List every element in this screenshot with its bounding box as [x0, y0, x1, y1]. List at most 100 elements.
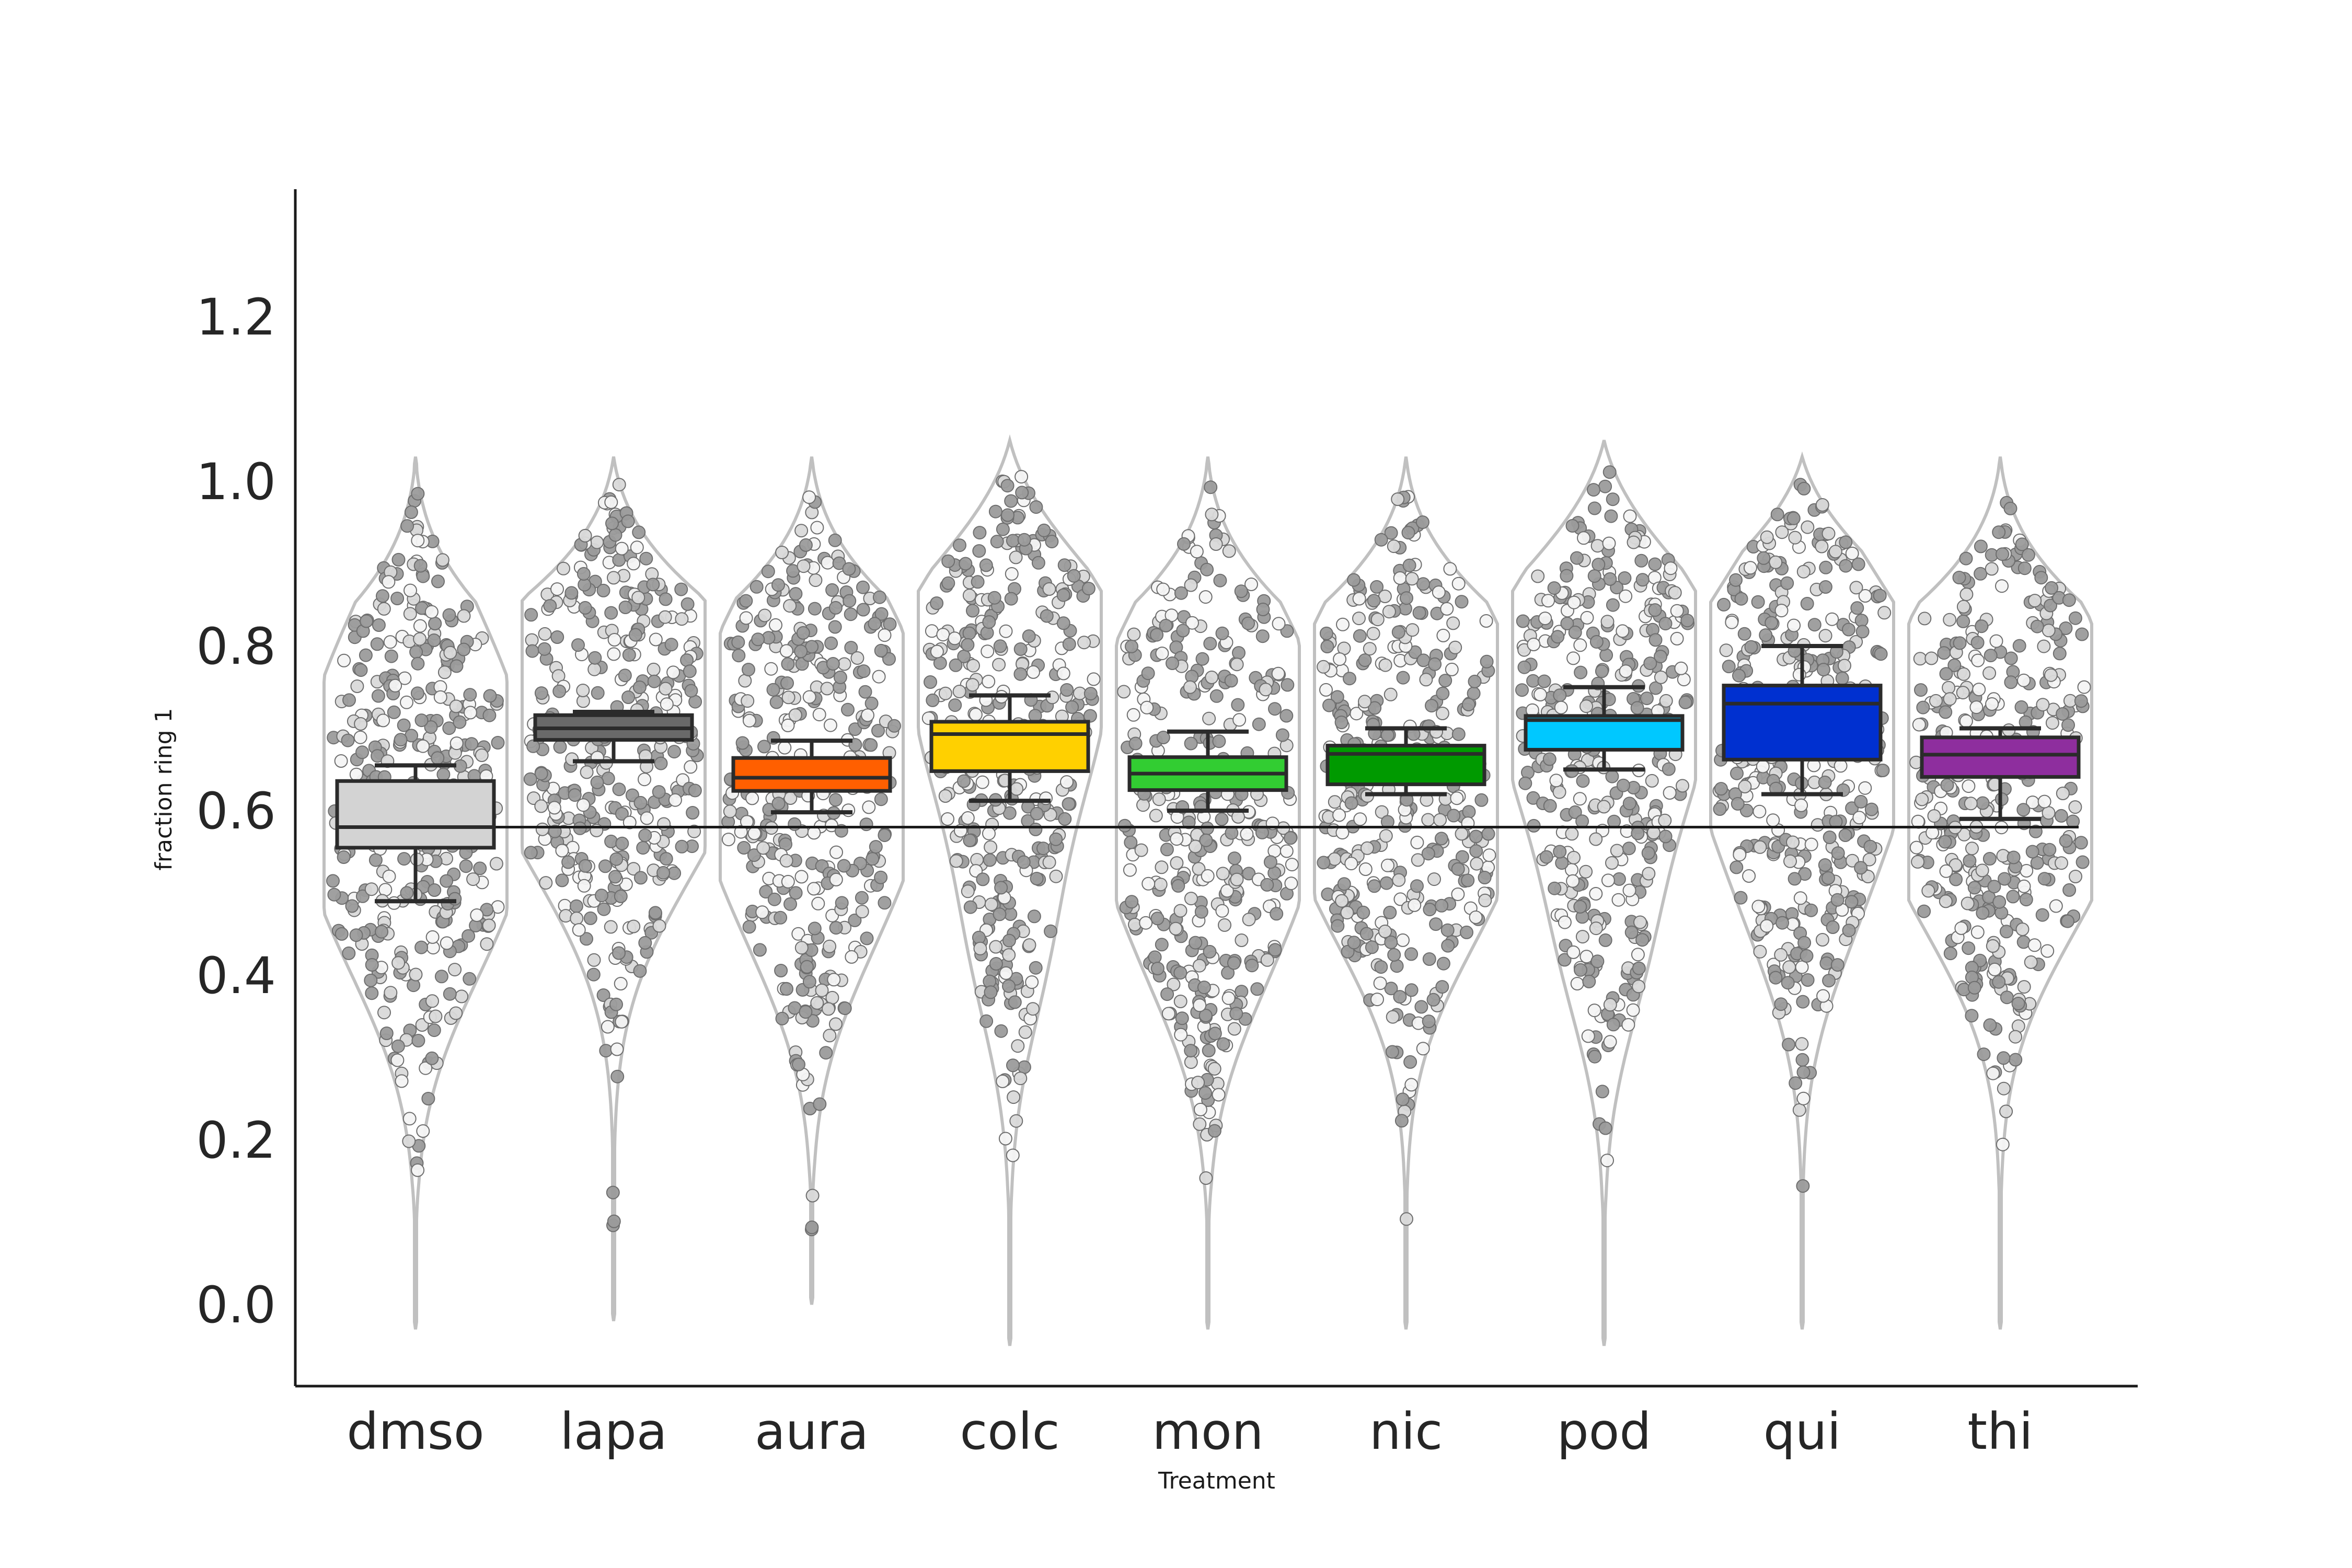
- swarm-point: [1852, 811, 1866, 825]
- swarm-point: [543, 599, 557, 613]
- swarm-point: [1927, 809, 1941, 823]
- swarm-point: [837, 657, 851, 671]
- swarm-point: [1083, 709, 1097, 723]
- x-tick-label: dmso: [347, 1402, 484, 1461]
- swarm-point: [1381, 858, 1394, 872]
- swarm-point: [1929, 694, 1943, 708]
- swarm-point: [1624, 925, 1639, 939]
- swarm-point: [1242, 913, 1256, 927]
- swarm-point: [1555, 856, 1569, 870]
- swarm-point: [829, 845, 843, 859]
- swarm-point: [1017, 1060, 1031, 1074]
- swarm-point: [1057, 558, 1071, 572]
- swarm-point: [1821, 526, 1836, 540]
- x-tick-label: nic: [1369, 1402, 1443, 1461]
- swarm-point: [1641, 846, 1655, 860]
- swarm-point: [1221, 966, 1235, 980]
- swarm-point: [828, 601, 843, 615]
- swarm-point: [684, 684, 698, 698]
- swarm-point: [1670, 631, 1684, 645]
- swarm-point: [856, 603, 870, 617]
- swarm-point: [1271, 666, 1285, 681]
- swarm-point: [1379, 876, 1393, 890]
- swarm-point: [1619, 589, 1633, 603]
- swarm-point: [1173, 904, 1187, 918]
- swarm-point: [1774, 997, 1788, 1011]
- swarm-point: [400, 695, 413, 709]
- swarm-point: [578, 601, 592, 615]
- swarm-point: [809, 573, 823, 587]
- swarm-point: [1633, 915, 1647, 929]
- swarm-point: [2004, 675, 2018, 689]
- x-tick-labels: dmso lapa aura colc mon nic pod qui thi: [347, 1402, 2033, 1461]
- swarm-point: [2053, 647, 2067, 661]
- swarm-point: [652, 785, 666, 799]
- swarm-point: [1448, 640, 1462, 654]
- swarm-point: [1029, 961, 1043, 975]
- y-tick-label: 1.0: [196, 453, 276, 511]
- swarm-point: [1209, 689, 1224, 703]
- swarm-point: [1404, 1078, 1419, 1092]
- swarm-point: [963, 900, 977, 914]
- swarm-point: [342, 946, 356, 960]
- swarm-point: [1207, 1062, 1221, 1076]
- swarm-point: [480, 937, 494, 951]
- swarm-point: [2077, 680, 2091, 694]
- swarm-point: [633, 871, 648, 885]
- swarm-point: [1713, 802, 1727, 816]
- swarm-point: [1469, 829, 1483, 844]
- swarm-point: [1198, 590, 1213, 604]
- swarm-point: [2044, 668, 2058, 682]
- swarm-point: [825, 583, 839, 597]
- swarm-point: [1842, 622, 1855, 637]
- swarm-point: [1422, 1014, 1436, 1029]
- swarm-point: [564, 586, 579, 600]
- swarm-point: [1363, 642, 1377, 656]
- swarm-point: [1795, 1037, 1809, 1051]
- swarm-point: [734, 825, 748, 839]
- swarm-point: [2059, 834, 2073, 848]
- swarm-point: [1916, 700, 1930, 714]
- swarm-point: [1374, 960, 1388, 974]
- swarm-point: [1405, 572, 1419, 586]
- swarm-point: [640, 811, 654, 825]
- swarm-point: [607, 633, 621, 647]
- swarm-point: [775, 1011, 789, 1025]
- x-tick-label: pod: [1557, 1402, 1652, 1461]
- swarm-point: [425, 930, 440, 944]
- swarm-point: [1150, 962, 1165, 975]
- swarm-point: [647, 674, 661, 688]
- swarm-point: [1009, 1114, 1023, 1128]
- swarm-point: [757, 740, 771, 754]
- swarm-point: [1170, 832, 1184, 846]
- swarm-point: [1281, 678, 1295, 692]
- swarm-point: [2017, 673, 2031, 687]
- swarm-point: [1842, 924, 1856, 938]
- swarm-point: [1796, 995, 1810, 1009]
- swarm-point: [1036, 841, 1050, 856]
- swarm-point: [1212, 734, 1226, 748]
- swarm-point: [1412, 606, 1426, 620]
- swarm-point: [810, 521, 824, 535]
- swarm-point: [1000, 479, 1014, 493]
- swarm-point: [334, 754, 348, 768]
- swarm-point: [1976, 796, 1990, 810]
- swarm-point: [878, 628, 892, 642]
- swarm-point: [1173, 966, 1187, 980]
- swarm-point: [1558, 953, 1572, 967]
- swarm-point: [861, 708, 874, 722]
- swarm-point: [1391, 625, 1405, 639]
- swarm-point: [1056, 666, 1070, 681]
- swarm-point: [1654, 670, 1668, 684]
- swarm-point: [1462, 805, 1476, 819]
- swarm-point: [874, 792, 888, 806]
- swarm-point: [419, 1061, 433, 1075]
- swarm-point: [1419, 673, 1433, 687]
- swarm-point: [2049, 899, 2063, 913]
- swarm-point: [2017, 879, 2031, 893]
- swarm-point: [966, 659, 980, 673]
- swarm-point: [1877, 606, 1892, 620]
- swarm-point: [537, 642, 551, 656]
- swarm-point: [994, 881, 1008, 895]
- swarm-point: [370, 637, 384, 651]
